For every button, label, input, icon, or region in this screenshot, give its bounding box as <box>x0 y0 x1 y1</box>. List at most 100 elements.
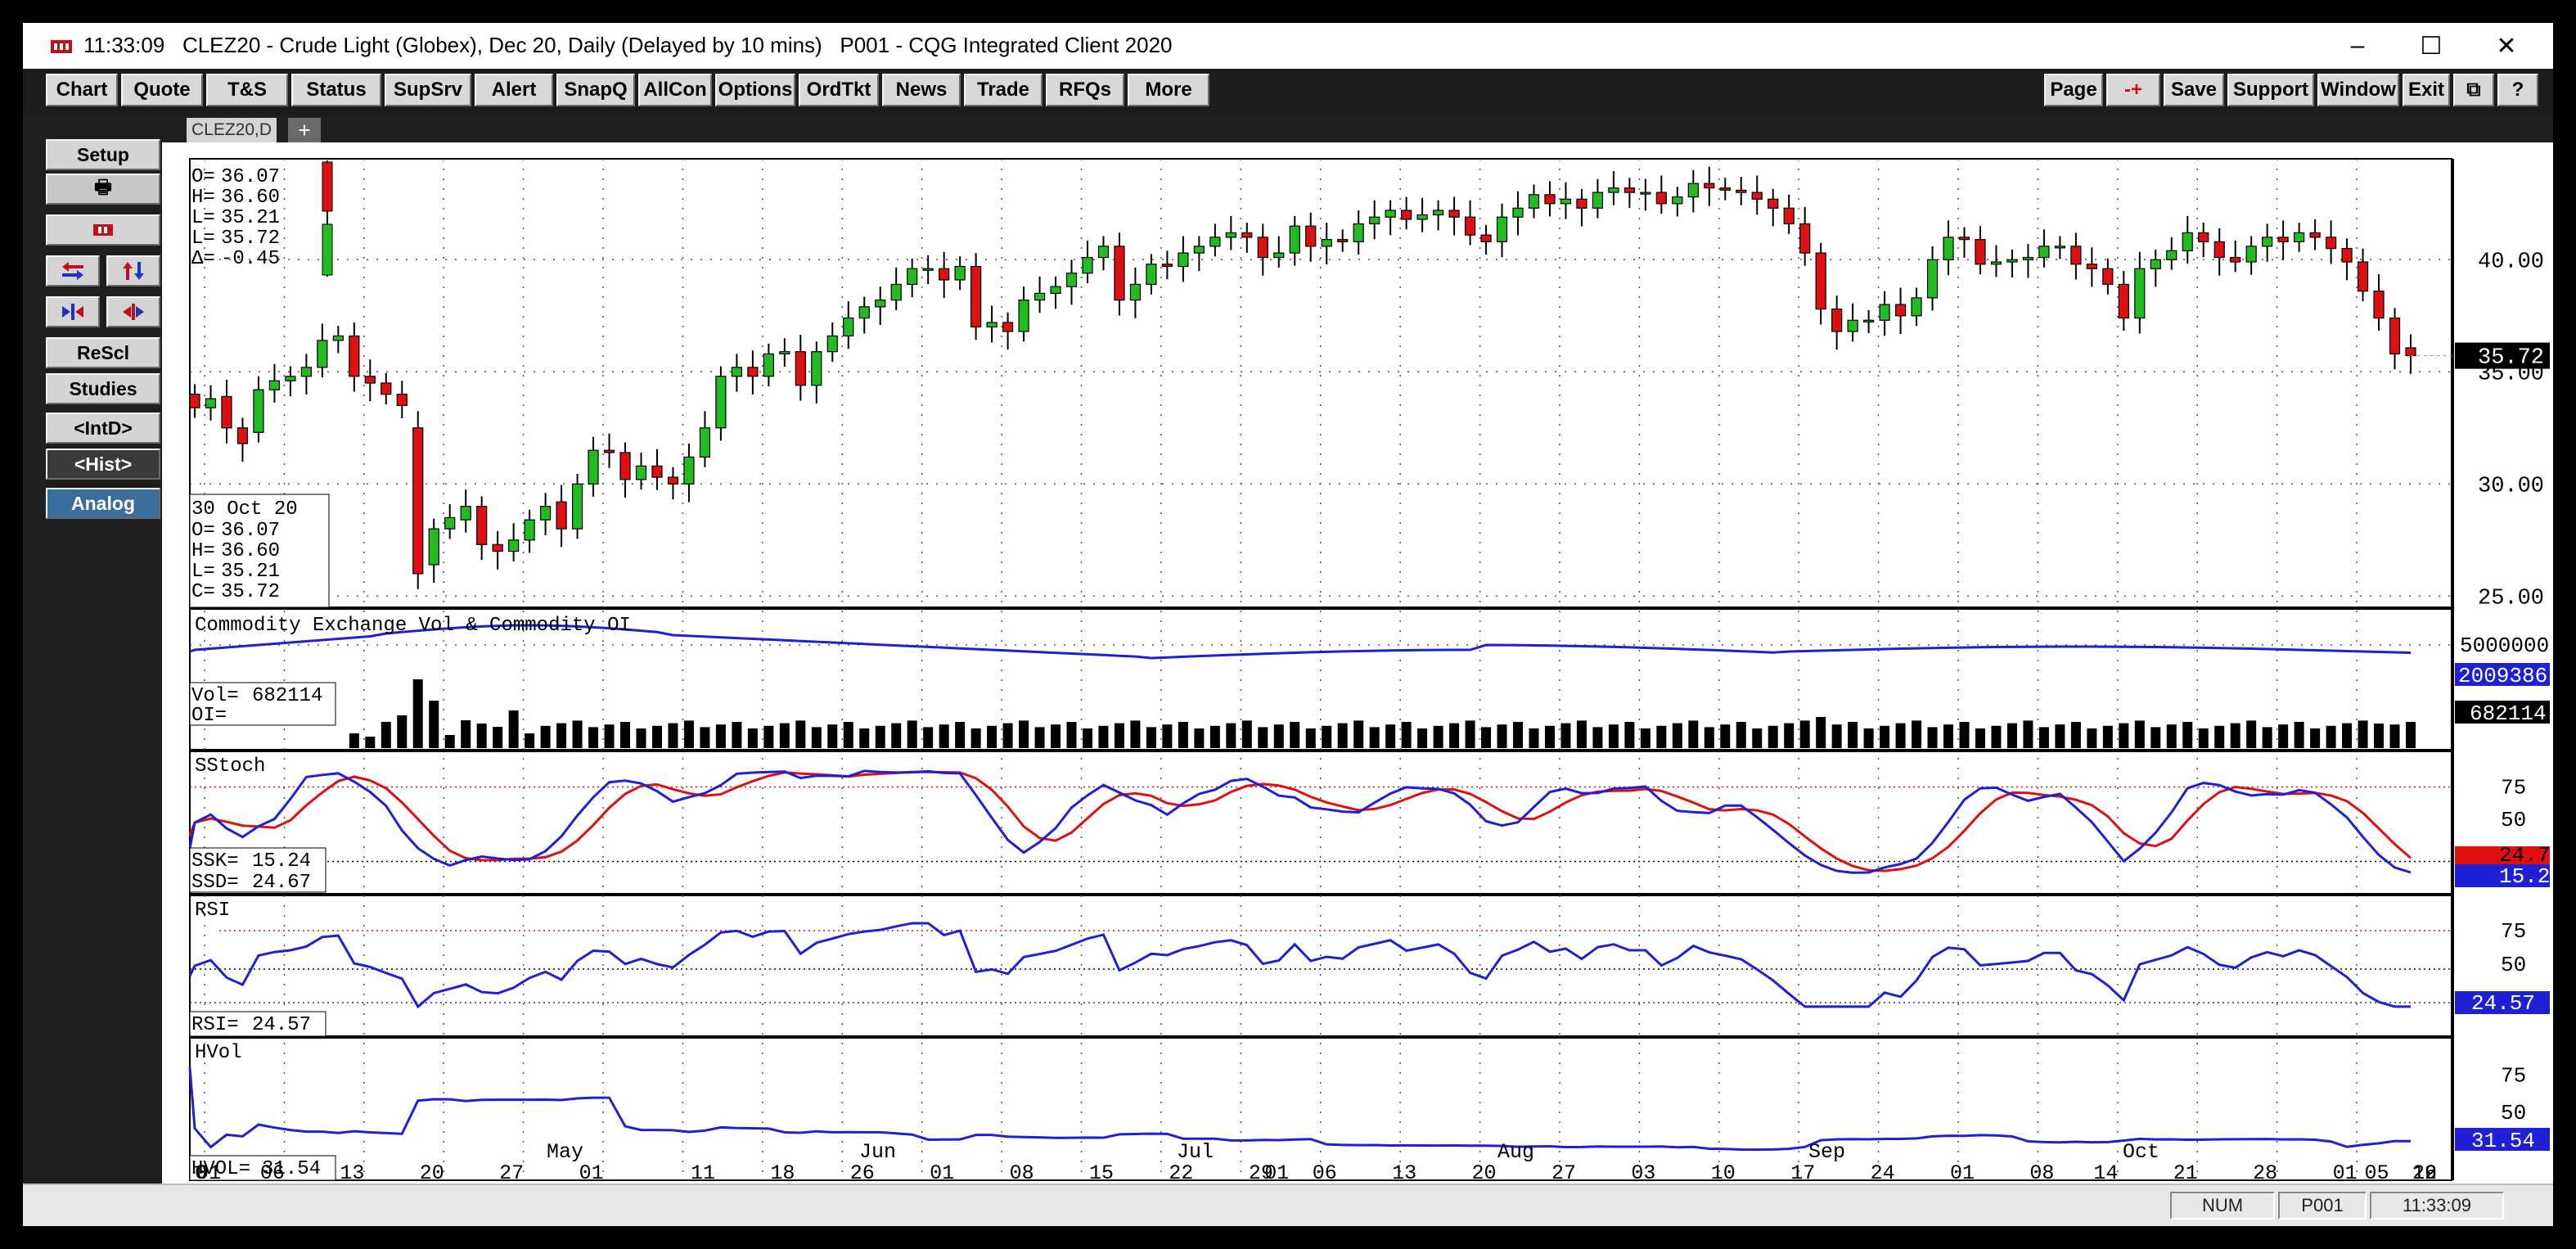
volume-bar <box>444 735 455 748</box>
volume-bar <box>1098 725 1109 748</box>
chart-area[interactable]: 40.00 35.00 30.00 25.00 35.72 O= 36.07 H= 36.6… <box>162 142 2553 1184</box>
more-button[interactable]: More <box>1128 74 1209 106</box>
window-button[interactable]: Window <box>2317 74 2399 106</box>
ohlc-top-value: 36.07 <box>221 166 280 188</box>
help-button[interactable]: ? <box>2497 74 2538 106</box>
candle-body <box>1512 207 1524 218</box>
alert-button[interactable]: Alert <box>475 74 553 106</box>
open-interest-line <box>189 624 2412 660</box>
candle-body <box>922 268 934 271</box>
support-button[interactable]: Support <box>2227 74 2314 106</box>
x-tick-month: Sep <box>1808 1140 1845 1164</box>
mini-candle-up <box>322 223 333 276</box>
options-button[interactable]: Options <box>715 74 795 106</box>
candle-body <box>1640 192 1651 195</box>
scroll-left-icon[interactable] <box>46 255 100 286</box>
supsrv-button[interactable]: SupSrv <box>385 74 471 106</box>
chart-svg[interactable]: 40.00 35.00 30.00 25.00 35.72 O= 36.07 H= 36.6… <box>162 142 2553 1184</box>
candle-body <box>1034 292 1046 301</box>
volume-bar <box>349 733 359 748</box>
volume-bar <box>1720 724 1731 748</box>
candle-body <box>1369 216 1380 225</box>
candle-body <box>1624 187 1635 193</box>
price-tick-label: 30.00 <box>2478 474 2544 498</box>
studies-button[interactable]: Studies <box>46 373 160 404</box>
quote-button[interactable]: Quote <box>121 74 203 106</box>
time-sales-button[interactable]: T&S <box>206 74 288 106</box>
x-tick-day: 01 <box>1950 1161 1975 1184</box>
restore-icon[interactable]: ⧉ <box>2453 74 2494 106</box>
status-button[interactable]: Status <box>291 74 381 106</box>
status-bar: NUM P001 11:33:09 <box>23 1184 2553 1226</box>
candle-body <box>1257 237 1268 259</box>
ssd-line <box>188 770 2412 872</box>
volume-bar <box>1019 720 1029 748</box>
x-tick-month: Aug <box>1497 1140 1534 1164</box>
candle-body <box>1736 189 1747 193</box>
candle-body <box>619 452 631 480</box>
hist-button[interactable]: <Hist> <box>46 449 160 480</box>
x-tick-month: May <box>547 1140 583 1164</box>
candle-body <box>1193 246 1205 254</box>
candle-body <box>1879 304 1890 321</box>
close-button[interactable]: ✕ <box>2496 32 2517 60</box>
maximize-button[interactable]: ☐ <box>2420 32 2443 60</box>
expand-icon[interactable] <box>106 296 160 327</box>
candle-body <box>2309 232 2321 238</box>
tab-clez20[interactable]: CLEZ20,D <box>187 118 277 142</box>
candle-body <box>651 465 663 478</box>
x-tick-day: 14 <box>2093 1161 2118 1184</box>
volume-bar <box>1002 723 1013 748</box>
analog-button[interactable]: Analog <box>46 488 160 519</box>
vol-readout-value: 682114 <box>252 685 322 707</box>
exit-button[interactable]: Exit <box>2403 74 2450 106</box>
volume-bar <box>1178 722 1188 748</box>
chart-button[interactable]: Chart <box>46 74 118 106</box>
candle-body <box>1002 322 1014 332</box>
scroll-right-icon[interactable] <box>106 255 160 286</box>
volume-bar <box>843 722 853 748</box>
chart-tabs: CLEZ20,D + <box>162 115 2553 142</box>
zoom-button[interactable]: -+ <box>2106 74 2160 106</box>
ordtkt-button[interactable]: OrdTkt <box>799 74 879 106</box>
rsi-last-label: 24.57 <box>2471 991 2535 1016</box>
news-button[interactable]: News <box>882 74 961 106</box>
panel-frame-hvol <box>189 1037 2452 1181</box>
ssd-readout-key: SSD= <box>191 872 239 894</box>
volume-bar <box>1337 723 1348 748</box>
vol-last-marker <box>2455 701 2550 724</box>
candle-body <box>2070 246 2082 265</box>
minimize-button[interactable]: – <box>2350 32 2365 59</box>
candle-body <box>811 351 822 386</box>
candle-body <box>699 427 711 458</box>
volume-bar <box>2198 728 2209 748</box>
candle-body <box>285 376 296 381</box>
x-tick-day: 10 <box>1711 1161 1736 1184</box>
volume-bar <box>1560 723 1571 748</box>
compress-icon[interactable] <box>46 296 100 327</box>
intd-button[interactable]: <IntD> <box>46 413 160 444</box>
print-icon[interactable]: 🖶 <box>46 174 160 205</box>
snapq-button[interactable]: SnapQ <box>556 74 635 106</box>
candle-body <box>779 351 790 354</box>
cursor-icon[interactable] <box>46 214 160 246</box>
candle-body <box>858 306 870 319</box>
setup-button[interactable]: Setup <box>46 139 160 170</box>
volume-bar <box>1305 728 1316 748</box>
volume-bar <box>476 724 487 748</box>
trade-button[interactable]: Trade <box>964 74 1043 106</box>
allcon-button[interactable]: AllCon <box>638 74 712 106</box>
page-button[interactable]: Page <box>2044 74 2103 106</box>
candle-body <box>1097 246 1110 259</box>
save-button[interactable]: Save <box>2164 74 2224 106</box>
volume-bar <box>461 720 471 748</box>
add-tab-button[interactable]: + <box>288 118 321 142</box>
volume-bar <box>365 737 376 748</box>
volume-bar <box>1544 725 1555 748</box>
volume-bar <box>1226 723 1236 748</box>
rescale-button[interactable]: ReScl <box>46 337 160 368</box>
volume-bar <box>1385 724 1396 748</box>
rfqs-button[interactable]: RFQs <box>1046 74 1124 106</box>
candle-body <box>588 449 599 485</box>
candle-body <box>603 449 615 453</box>
